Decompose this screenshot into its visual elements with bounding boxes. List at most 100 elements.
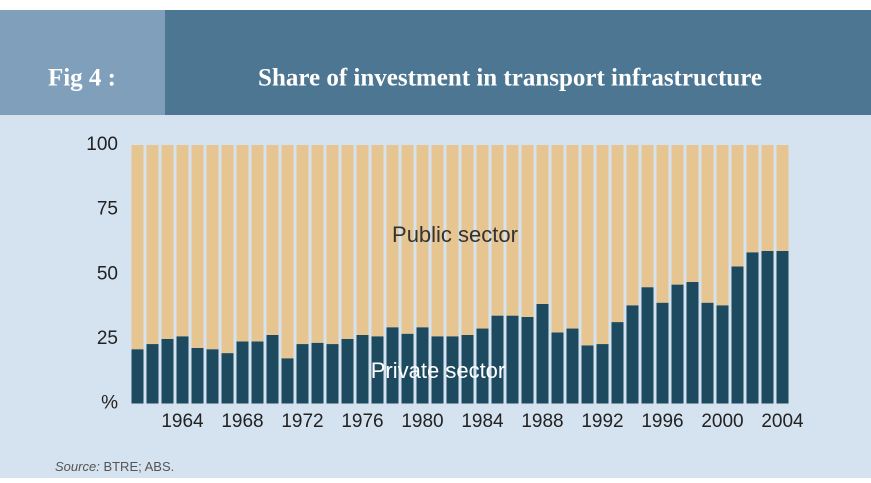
y-tick-label: 75 <box>97 199 118 220</box>
y-tick-label: % <box>101 393 118 414</box>
bar-segment <box>416 145 429 328</box>
bar-segment <box>776 250 789 404</box>
bar-segment <box>761 250 774 404</box>
series-label: Public sector <box>392 222 518 247</box>
bar-segment <box>611 145 624 323</box>
bar-segment <box>776 145 789 251</box>
bar-segment <box>716 305 729 404</box>
bar-segment <box>191 145 204 348</box>
bar-segment <box>551 332 564 404</box>
title-bg <box>165 10 871 115</box>
bar-segment <box>656 302 669 404</box>
bar-segment <box>521 145 534 317</box>
bar-segment <box>131 349 144 404</box>
bar-segment <box>206 349 219 404</box>
bar-segment <box>761 145 774 251</box>
bar-segment <box>536 145 549 304</box>
fig-label-bg <box>0 10 165 115</box>
bar-segment <box>401 145 414 334</box>
y-tick-label: 50 <box>97 263 118 284</box>
bar-segment <box>446 336 459 404</box>
bar-segment <box>221 353 234 404</box>
source-text: BTRE; ABS. <box>103 459 174 474</box>
bar-segment <box>626 305 639 404</box>
bar-segment <box>476 145 489 329</box>
bar-segment <box>296 344 309 404</box>
bar-segment <box>701 302 714 404</box>
bar-segment <box>506 315 519 404</box>
source-line: Source: BTRE; ABS. <box>55 459 174 474</box>
bar-segment <box>701 145 714 303</box>
bar-segment <box>131 145 144 350</box>
bar-segment <box>341 145 354 339</box>
bar-segment <box>671 284 684 404</box>
x-tick-label: 2000 <box>701 411 743 432</box>
bar-segment <box>491 315 504 404</box>
chart-title: Share of investment in transport infrast… <box>258 65 762 92</box>
bar-segment <box>656 145 669 303</box>
x-tick-label: 1964 <box>161 411 204 432</box>
bar-segment <box>206 145 219 350</box>
bar-segment <box>626 145 639 306</box>
bar-segment <box>596 344 609 404</box>
bar-segment <box>611 322 624 404</box>
bar-segment <box>191 347 204 404</box>
bar-segment <box>476 328 489 404</box>
bar-segment <box>686 145 699 283</box>
bar-segment <box>641 145 654 288</box>
bar-segment <box>566 145 579 329</box>
bar-segment <box>596 145 609 345</box>
bar-segment <box>581 345 594 404</box>
bar-segment <box>386 145 399 328</box>
x-tick-label: 1988 <box>521 411 563 432</box>
bar-segment <box>551 145 564 333</box>
bar-segment <box>641 287 654 404</box>
source-label: Source: <box>55 459 100 474</box>
x-tick-label: 1996 <box>641 411 683 432</box>
bar-segment <box>296 145 309 345</box>
y-tick-label: 100 <box>86 134 118 155</box>
bar-segment <box>311 145 324 343</box>
x-tick-label: 1976 <box>341 411 383 432</box>
x-tick-label: 1968 <box>221 411 263 432</box>
bar-segment <box>461 334 474 404</box>
bar-segment <box>311 342 324 404</box>
bar-segment <box>236 341 249 404</box>
bar-segment <box>491 145 504 316</box>
bar-segment <box>716 145 729 306</box>
bar-segment <box>146 145 159 345</box>
bar-segment <box>251 145 264 342</box>
bar-segment <box>746 252 759 404</box>
bar-segment <box>176 145 189 337</box>
bar-segment <box>251 341 264 404</box>
bar-segment <box>446 145 459 337</box>
bar-segment <box>506 145 519 316</box>
bar-segment <box>671 145 684 285</box>
x-tick-label: 1992 <box>581 411 623 432</box>
bar-segment <box>371 145 384 337</box>
bar-segment <box>266 334 279 404</box>
bar-segment <box>281 358 294 404</box>
bar-segment <box>731 266 744 404</box>
bar-segment <box>221 145 234 354</box>
bar-segment <box>431 145 444 337</box>
bar-segment <box>341 338 354 404</box>
bar-segment <box>161 145 174 339</box>
series-label: Private sector <box>371 358 506 383</box>
bar-segment <box>326 344 339 404</box>
x-tick-label: 2004 <box>761 411 804 432</box>
bar-segment <box>731 145 744 267</box>
fig-label: Fig 4 : <box>48 65 116 92</box>
bar-segment <box>686 282 699 404</box>
bar-segment <box>416 327 429 404</box>
bar-segment <box>146 344 159 404</box>
x-tick-label: 1980 <box>401 411 443 432</box>
bar-segment <box>581 145 594 346</box>
bar-segment <box>566 328 579 404</box>
bar-segment <box>536 303 549 404</box>
bar-segment <box>176 336 189 404</box>
bar-segment <box>746 145 759 253</box>
bar-segment <box>401 333 414 404</box>
bar-segment <box>356 334 369 404</box>
